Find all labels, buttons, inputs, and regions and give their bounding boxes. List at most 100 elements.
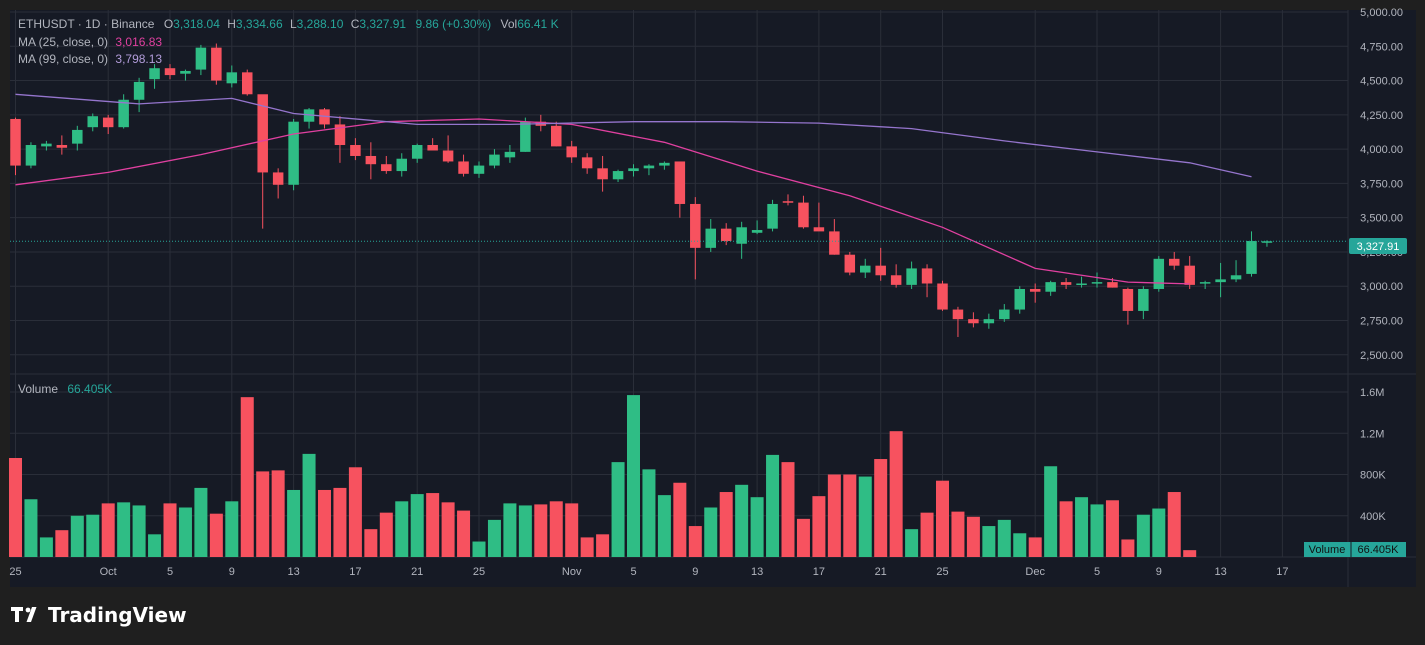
volume-bar (796, 518, 810, 557)
tradingview-logo[interactable]: TradingView (11, 603, 187, 627)
candle-body (489, 154, 500, 166)
ma99-line (15, 93, 1252, 178)
volume-bar (1167, 492, 1181, 557)
volume-bar (827, 474, 841, 557)
candle-body (1107, 282, 1118, 288)
time-tick-label: 25 (473, 566, 485, 578)
time-tick-label: 21 (411, 566, 423, 578)
ma99-value: 3,798.13 (115, 52, 162, 66)
last-price-tag-text: 3,327.91 (1357, 241, 1400, 253)
volume-bar (457, 510, 471, 557)
candle-body (551, 125, 562, 147)
ma25-label: MA (25, close, 0) (18, 35, 108, 49)
candle-body (1014, 288, 1025, 310)
candle-body (659, 162, 670, 166)
candle-body (226, 72, 238, 84)
candle-body (1246, 240, 1257, 274)
change-value: 9.86 (+0.30%) (415, 17, 491, 31)
volume-bar (1183, 550, 1197, 557)
last-price-tag (1349, 238, 1407, 254)
volume-tag-value: 66.405K (1358, 544, 1400, 556)
candle-body (1045, 282, 1056, 292)
volume-bar (966, 516, 980, 557)
volume-bar (704, 507, 718, 557)
price-tick-label: 3,000.00 (1360, 281, 1403, 293)
candle-body (504, 151, 516, 158)
volume-bar (194, 487, 208, 557)
candle-body (87, 116, 98, 128)
candle-body (473, 165, 485, 174)
time-tick-label: 9 (1156, 566, 1162, 578)
ma99-legend[interactable]: MA (99, close, 0) 3,798.13 (18, 52, 162, 66)
candle-body (952, 309, 964, 320)
candle-body (1091, 282, 1103, 284)
ma25-legend[interactable]: MA (25, close, 0) 3,016.83 (18, 35, 162, 49)
volume-bar (920, 512, 934, 557)
volume-bar (379, 512, 393, 557)
volume-bar (1152, 508, 1166, 557)
close-value: 3,327.91 (359, 17, 406, 31)
candle-body (458, 161, 469, 174)
candle-body (10, 118, 21, 166)
candle-body (674, 161, 686, 204)
low-value: 3,288.10 (297, 17, 344, 31)
candle-body (350, 145, 361, 156)
volume-bar (55, 530, 69, 557)
candle-body (1076, 283, 1087, 285)
volume-bar (719, 492, 733, 557)
candlesticks (10, 43, 1273, 337)
volume-bar (858, 476, 872, 557)
candle-body (844, 254, 856, 273)
volume-bar (271, 470, 285, 557)
ma25-line (15, 118, 1190, 285)
candle-body (427, 145, 438, 151)
volume-bar (905, 529, 919, 557)
time-tick-label: Nov (562, 566, 582, 578)
candle-body (365, 155, 377, 165)
volume-bar (256, 471, 270, 557)
volume-bar (596, 534, 610, 557)
volume-legend[interactable]: Volume 66.405K (18, 382, 112, 396)
ma99-label: MA (99, close, 0) (18, 52, 108, 66)
time-tick-label: Oct (100, 566, 117, 578)
volume-bar (657, 495, 671, 557)
volume-bar (302, 453, 316, 557)
volume-bar (874, 459, 888, 557)
volume-bar (472, 541, 486, 557)
candle-body (968, 319, 979, 324)
candle-body (628, 168, 639, 172)
candle-body (272, 172, 284, 185)
volume-tick-label: 1.2M (1360, 428, 1384, 440)
volume-bar (24, 499, 38, 557)
volume-bar (101, 503, 115, 557)
volume-bar (178, 507, 192, 557)
candle-body (597, 168, 608, 180)
candle-body (411, 145, 423, 159)
time-tick-label: 5 (167, 566, 173, 578)
candle-body (102, 117, 114, 128)
symbol-title: ETHUSDT · 1D · Binance (18, 17, 155, 31)
candle-body (133, 81, 145, 100)
volume-axis: 400K 800K 1.2M 1.6M (1360, 387, 1386, 523)
volume-bar (1136, 514, 1150, 557)
volume-tag-label: Volume (1309, 544, 1346, 556)
candle-body (1169, 258, 1180, 266)
candle-body (906, 268, 917, 285)
volume-bar (951, 511, 965, 557)
time-tick-label: Dec (1025, 566, 1045, 578)
candle-body (41, 143, 52, 147)
volume-bar (1044, 466, 1058, 557)
time-tick-label: 5 (630, 566, 636, 578)
ohlc-legend: ETHUSDT · 1D · Binance O3,318.04 H3,334.… (18, 17, 559, 31)
candle-body (612, 171, 624, 180)
volume-value: 66.405K (67, 382, 112, 396)
candle-body (381, 164, 392, 172)
candle-body (180, 70, 191, 74)
tradingview-logo-icon (11, 607, 37, 622)
volume-bar (1059, 501, 1073, 557)
candle-body (25, 145, 37, 166)
volume-bar (1121, 539, 1135, 557)
volume-bar (611, 462, 625, 557)
volume-bars (9, 395, 1197, 557)
time-tick-label: 25 (936, 566, 948, 578)
